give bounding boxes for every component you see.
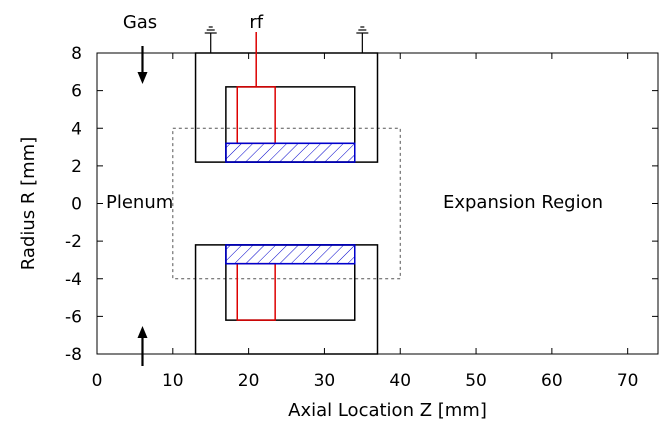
upper-hatched-border xyxy=(225,142,356,163)
x-axis-title: Axial Location Z [mm] xyxy=(288,400,487,421)
x-tick-label-0: 0 xyxy=(92,371,103,391)
y-tick-label-0: 8 xyxy=(71,44,82,64)
y-tick-label-3: 2 xyxy=(71,157,82,177)
y-tick-label-5: -2 xyxy=(65,232,82,252)
y-axis-title: Radius R [mm] xyxy=(18,137,39,270)
x-tick-label-6: 60 xyxy=(541,371,563,391)
upper-rf-electrode xyxy=(236,86,276,145)
y-tick-label-7: -6 xyxy=(65,307,82,327)
x-tick-label-2: 20 xyxy=(238,371,260,391)
x-tick-label-5: 50 xyxy=(465,371,487,391)
expansion-region-label: Expansion Region xyxy=(443,192,603,213)
y-tick-label-6: -4 xyxy=(65,270,82,290)
dashed-region-box xyxy=(172,127,401,280)
rf-label: rf xyxy=(249,12,263,33)
lower-hatched-border xyxy=(225,244,356,265)
y-tick-label-8: -8 xyxy=(65,345,82,365)
x-tick-label-3: 30 xyxy=(314,371,336,391)
x-tick-label-7: 70 xyxy=(617,371,639,391)
lower-rf-electrode xyxy=(236,262,276,321)
x-tick-label-1: 10 xyxy=(162,371,184,391)
gas-arrow-bottom-head xyxy=(137,326,148,338)
lower-hatched-dielectric xyxy=(225,244,356,265)
plenum-label: Plenum xyxy=(106,192,173,213)
y-tick-label-1: 6 xyxy=(71,82,82,102)
y-tick-label-4: 0 xyxy=(71,195,82,215)
x-tick-label-4: 40 xyxy=(389,371,411,391)
upper-hatched-dielectric xyxy=(225,142,356,163)
y-tick-label-2: 4 xyxy=(71,119,82,139)
gas-arrow-top-head xyxy=(137,72,148,84)
gas-label: Gas xyxy=(123,12,157,33)
